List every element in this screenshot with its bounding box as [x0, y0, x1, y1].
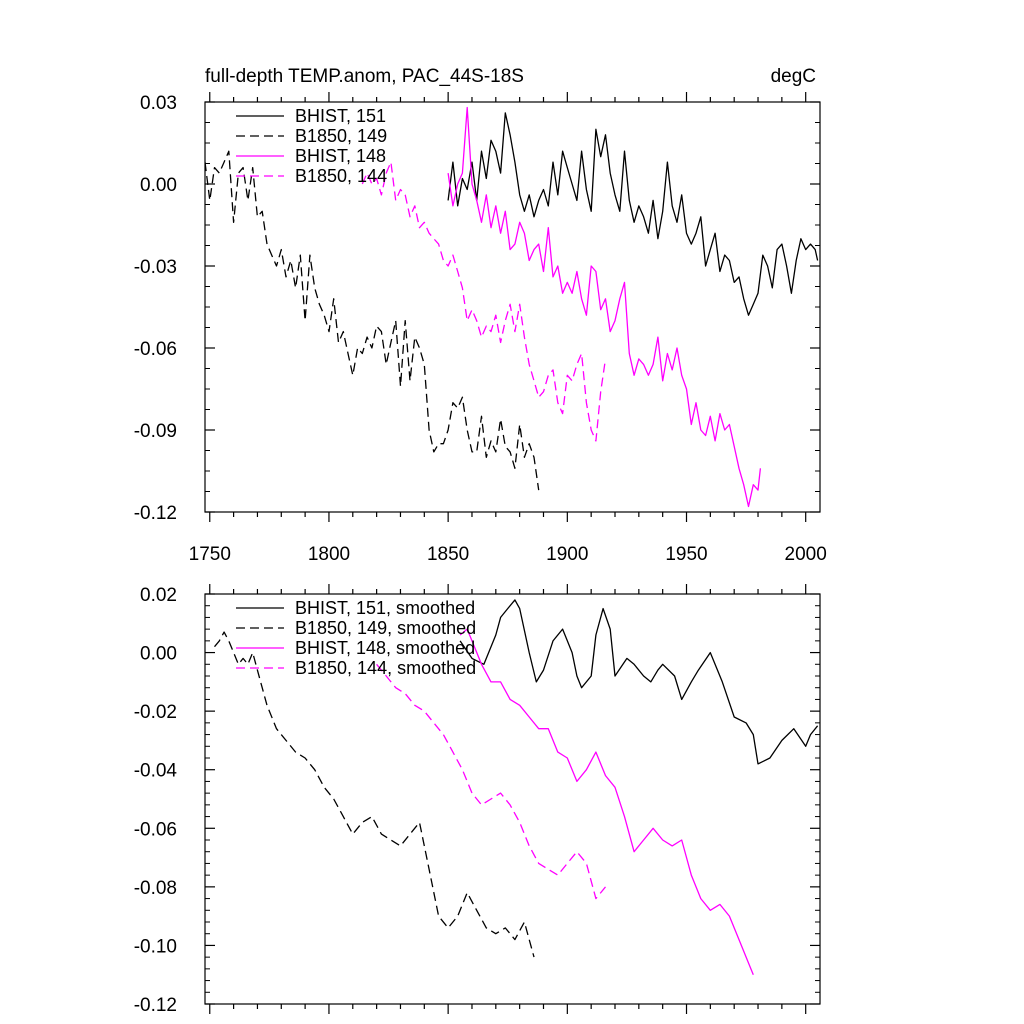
- series-line-2: [213, 631, 535, 958]
- chart-title: full-depth TEMP.anom, PAC_44S-18S: [205, 66, 524, 87]
- series-line-1: [459, 599, 819, 765]
- series-line-2: [205, 150, 540, 491]
- y-tick-label: -0.08: [134, 878, 177, 899]
- series-line-4: [361, 161, 607, 442]
- units-label: degC: [771, 66, 816, 87]
- top-panel: 0.03 0.00 -0.03 -0.06 -0.09 -0.12 1750 1800 1850…: [134, 66, 827, 565]
- y-tick-label: -0.12: [134, 995, 177, 1016]
- series-line-4: [376, 663, 607, 900]
- legend-label: B1850, 149: [295, 126, 387, 146]
- y-tick-label: -0.10: [134, 936, 177, 957]
- series-line-3: [459, 628, 754, 975]
- legend-label: BHIST, 151: [295, 106, 386, 126]
- legend-label: BHIST, 148, smoothed: [295, 638, 475, 658]
- y-tick-label: -0.06: [134, 339, 177, 360]
- y-tick-label: 0.03: [140, 93, 177, 114]
- plot-frame: [204, 593, 821, 1005]
- legend-label: B1850, 144: [295, 166, 387, 186]
- series-line-1: [447, 112, 819, 316]
- y-tick-label: 0.00: [140, 175, 177, 196]
- series-group: [205, 106, 819, 508]
- y-tick-label: -0.03: [134, 257, 177, 278]
- y-tick-label: -0.04: [134, 761, 178, 782]
- y-tick-label: -0.06: [134, 819, 177, 840]
- x-tick-label: 1750: [189, 544, 231, 565]
- legend-label: B1850, 144, smoothed: [295, 658, 476, 678]
- legend-label: BHIST, 148: [295, 146, 386, 166]
- x-tick-label: 1900: [546, 544, 588, 565]
- y-tick-label: 0.00: [140, 644, 177, 665]
- y-tick-label: -0.09: [134, 421, 177, 442]
- legend-label: BHIST, 151, smoothed: [295, 598, 475, 618]
- y-tick-label: -0.02: [134, 702, 177, 723]
- x-tick-label: 1950: [665, 544, 707, 565]
- x-tick-label: 1800: [308, 544, 350, 565]
- x-tick-label: 1850: [427, 544, 469, 565]
- bottom-panel: 0.02 0.00 -0.02 -0.04 -0.06 -0.08 -0.10 -0.12 BH…: [134, 584, 821, 1016]
- series-group: [213, 599, 819, 975]
- series-line-3: [447, 106, 762, 508]
- y-tick-label: -0.12: [134, 503, 177, 524]
- y-tick-label: 0.02: [140, 585, 177, 606]
- x-tick-label: 2000: [785, 544, 827, 565]
- legend-label: B1850, 149, smoothed: [295, 618, 476, 638]
